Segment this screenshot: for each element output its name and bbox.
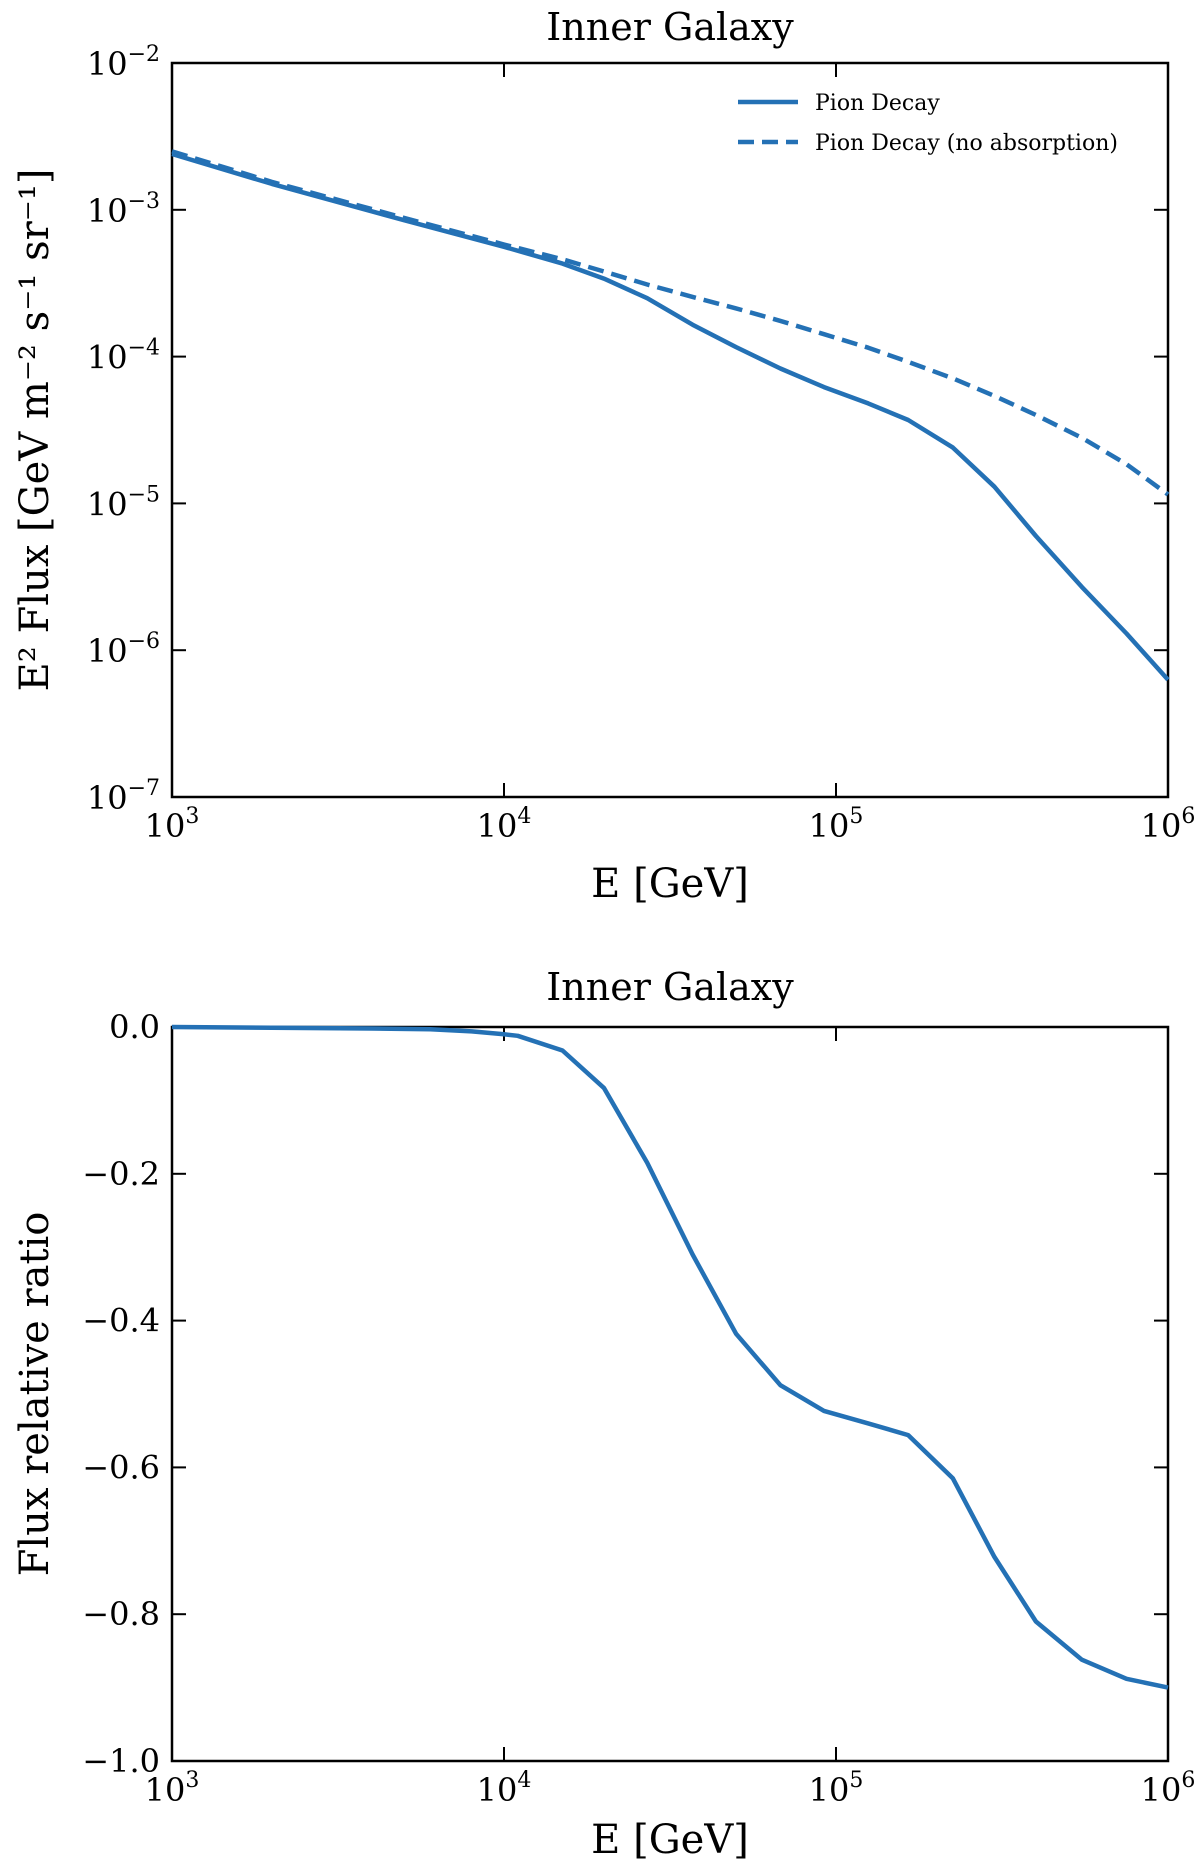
- ratio-series-solid-line: [171, 1024, 1169, 1690]
- flux-series-solid-line: [171, 151, 1170, 682]
- flux-x-tick-label-exponent: 5: [849, 804, 863, 829]
- flux-y-tick-label-exponent: −4: [128, 336, 160, 361]
- ratio-plot-frame: [170, 1025, 1170, 1763]
- flux-x-axis-label: E [GeV]: [591, 861, 749, 907]
- ratio-y-tick-label: −0.6: [82, 1448, 160, 1486]
- flux-y-tick-label: 10−5: [87, 482, 160, 523]
- flux-plot-frame: [170, 61, 1170, 799]
- ratio-panel: Inner Galaxy 103 104 105 1060.0−0.2−0.4−0.6…: [12, 965, 1195, 1863]
- legend: Pion Decay Pion Decay (no absorption): [738, 91, 1118, 156]
- ratio-x-tick-label-exponent: 4: [517, 1768, 531, 1793]
- flux-y-tick-label-exponent: −7: [128, 776, 160, 801]
- ratio-x-tick-label: 105: [809, 1768, 864, 1809]
- ratio-x-tick-label-base: 10: [145, 1771, 186, 1809]
- flux-x-tick-label: 103: [145, 804, 200, 845]
- flux-y-tick-label-base: 10: [87, 485, 128, 523]
- flux-y-tick-label-base: 10: [87, 339, 128, 377]
- flux-y-tick-label: 10−3: [87, 189, 160, 230]
- flux-y-tick-label: 10−2: [87, 42, 160, 83]
- ratio-chart-title: Inner Galaxy: [546, 965, 794, 1009]
- ratio-y-tick-label: −0.4: [82, 1302, 160, 1340]
- ratio-y-tick-label: −0.2: [82, 1155, 160, 1193]
- flux-y-tick-label-base: 10: [87, 192, 128, 230]
- flux-series-group: [171, 149, 1170, 682]
- flux-x-tick-label: 106: [1141, 804, 1196, 845]
- ratio-x-tick-label-exponent: 6: [1181, 1768, 1195, 1793]
- flux-x-tick-label: 105: [809, 804, 864, 845]
- flux-x-tick-label: 104: [477, 804, 532, 845]
- flux-y-tick-label-exponent: −6: [128, 629, 160, 654]
- ratio-x-tick-label: 104: [477, 1768, 532, 1809]
- flux-y-tick-label-exponent: −3: [128, 189, 160, 214]
- ratio-y-tick-label: −1.0: [82, 1742, 160, 1780]
- flux-y-axis-label: E² Flux [GeV m⁻² s⁻¹ sr⁻¹]: [12, 169, 58, 692]
- legend-label-pion-decay: Pion Decay: [815, 91, 940, 116]
- ratio-series-group: [171, 1024, 1169, 1690]
- flux-y-tick-label: 10−7: [87, 776, 160, 817]
- flux-x-tick-label-base: 10: [145, 807, 186, 845]
- flux-y-tick-label-exponent: −5: [128, 482, 160, 507]
- ratio-x-tick-label: 106: [1141, 1768, 1196, 1809]
- ratio-x-axis-label: E [GeV]: [591, 1817, 749, 1863]
- flux-panel: Inner Galaxy 103 104 105 10610−210−310−410−…: [12, 5, 1195, 907]
- flux-chart-title: Inner Galaxy: [546, 5, 794, 49]
- flux-y-tick-label: 10−6: [87, 629, 160, 670]
- ratio-x-tick-label-exponent: 5: [849, 1768, 863, 1793]
- flux-x-tick-label-base: 10: [477, 807, 518, 845]
- flux-x-tick-label-exponent: 3: [185, 804, 199, 829]
- legend-label-no-absorption: Pion Decay (no absorption): [815, 131, 1118, 156]
- flux-series-dashed-line: [171, 149, 1170, 497]
- ratio-y-axis-label: Flux relative ratio: [12, 1212, 58, 1577]
- ratio-x-tick-label-base: 10: [477, 1771, 518, 1809]
- flux-y-tick-label-base: 10: [87, 779, 128, 817]
- ratio-x-tick-label-base: 10: [809, 1771, 850, 1809]
- ratio-x-tick-label-exponent: 3: [185, 1768, 199, 1793]
- ratio-y-tick-label: −0.8: [82, 1595, 160, 1633]
- ratio-x-tick-label-base: 10: [1141, 1771, 1182, 1809]
- ratio-y-tick-label: 0.0: [109, 1008, 160, 1046]
- flux-y-tick-label-base: 10: [87, 45, 128, 83]
- flux-x-tick-label-base: 10: [809, 807, 850, 845]
- ratio-x-tick-label: 103: [145, 1768, 200, 1809]
- flux-x-tick-label-exponent: 6: [1181, 804, 1195, 829]
- flux-y-tick-label-exponent: −2: [128, 42, 160, 67]
- flux-x-tick-label-exponent: 4: [517, 804, 531, 829]
- flux-y-tick-label-base: 10: [87, 632, 128, 670]
- flux-x-tick-label-base: 10: [1141, 807, 1182, 845]
- flux-y-tick-label: 10−4: [87, 336, 160, 377]
